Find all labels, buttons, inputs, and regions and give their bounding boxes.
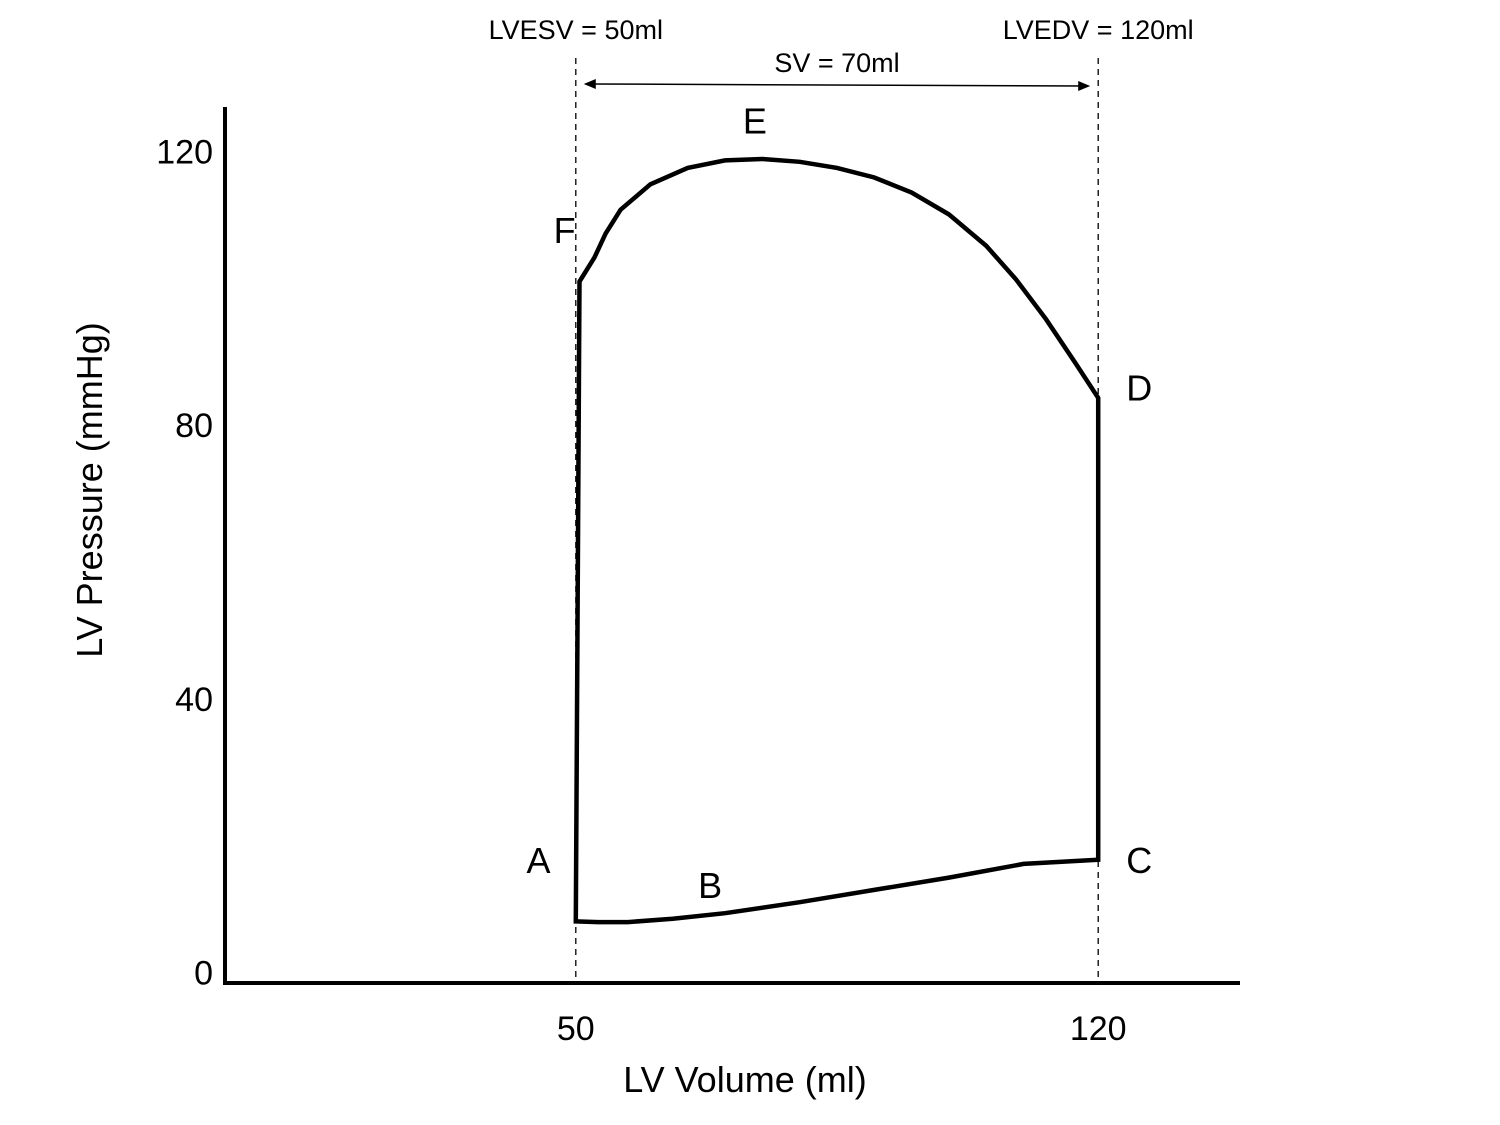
point-labels: A B C D E F (526, 101, 1152, 906)
x-tick-label-50: 50 (557, 1010, 595, 1048)
sv-arrow-line (589, 83, 1085, 87)
reference-lines: LVESV = 50ml LVEDV = 120ml (489, 15, 1194, 978)
y-tick-label-40: 40 (175, 681, 213, 719)
point-label-d: D (1126, 368, 1152, 409)
x-axis-title: LV Volume (ml) (623, 1059, 866, 1100)
sv-label: SV = 70ml (774, 48, 899, 78)
y-tick-label-120: 120 (156, 134, 213, 172)
stroke-volume-annotation: SV = 70ml (583, 48, 1091, 91)
point-label-b: B (698, 865, 722, 906)
x-tick-label-120: 120 (1070, 1010, 1127, 1048)
point-label-a: A (526, 840, 550, 881)
y-tick-label-80: 80 (175, 407, 213, 445)
pv-loop-series (573, 156, 1101, 925)
axis-ticks: 50 120 0 40 80 120 (156, 134, 1126, 1049)
point-label-f: F (554, 210, 576, 251)
point-label-c: C (1126, 840, 1152, 881)
sv-arrow-head-left (583, 79, 596, 89)
point-label-e: E (743, 101, 767, 142)
y-axis-title: LV Pressure (mmHg) (69, 322, 110, 657)
y-tick-label-0: 0 (194, 955, 213, 993)
reference-label-1: LVESV = 50ml (489, 15, 663, 45)
sv-arrow-head-right (1078, 81, 1091, 91)
reference-label-2: LVEDV = 120ml (1003, 15, 1194, 45)
